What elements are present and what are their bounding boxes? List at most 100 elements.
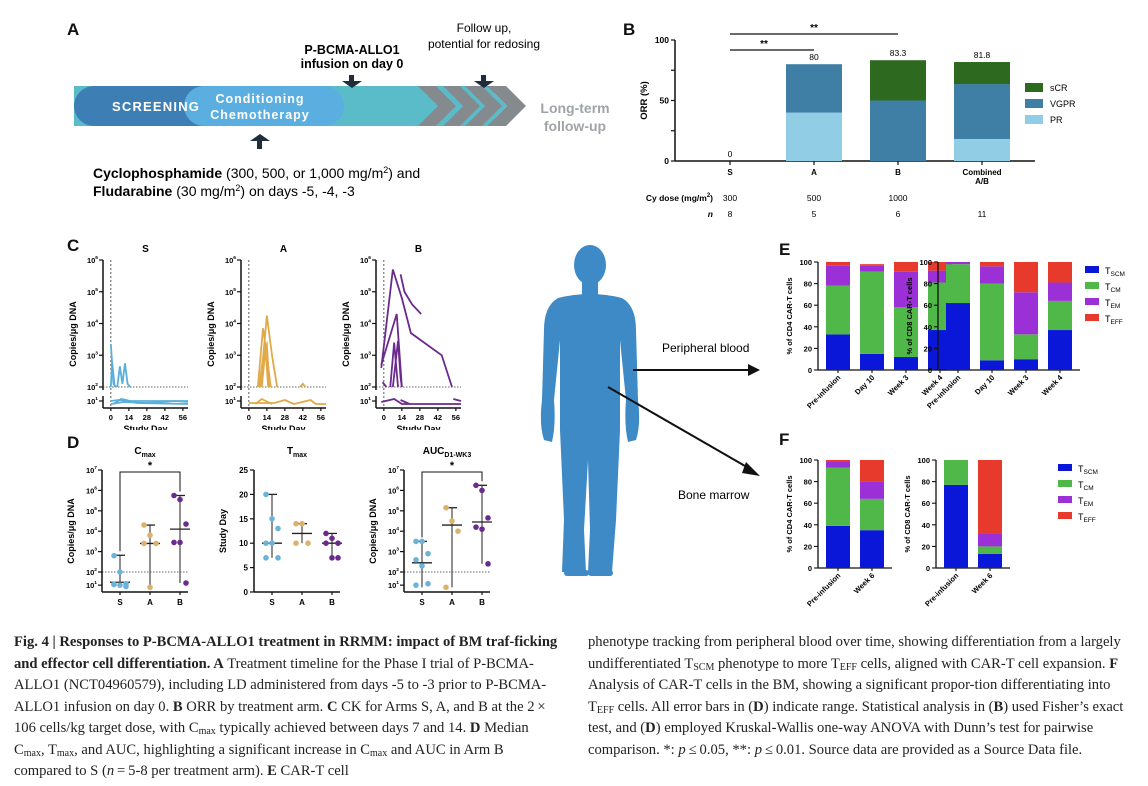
bar-total-label: 80 [809,52,819,62]
patient-line [400,399,410,405]
phenotype-subplot-1: 0 20 40 60 80 100 % of CD8 CAR-T cells Pre-infu… [903,456,1010,608]
ck-charts: S 102 103 104 105 106 101 0 14 28 42 56 Study Day Cop… [68,244,462,430]
bar-segment-teff [860,460,884,482]
x-tick-label: 42 [434,413,442,422]
figure-caption-right: phenotype tracking from peripheral blood… [588,632,1136,761]
data-point [305,540,311,546]
y-axis-label: Copies/μg DNA [66,498,76,564]
data-point [329,535,335,542]
subplot-title: Cmax [134,446,155,459]
figure-caption-left: Fig. 4 | Responses to P-BCMA-ALLO1 treat… [14,632,562,783]
legend-label: TSCM [1078,464,1098,476]
ld-arrow-icon [250,134,270,149]
data-point [443,504,449,511]
bar-segment-tem [928,270,952,283]
patient-line [254,397,273,405]
pk-subplot-2: 101 102 103 104 105 106 107 AUCD1-WK3 Copies/μg … [368,446,492,607]
data-point [335,540,341,546]
x-tick-label: A [449,598,455,607]
legend-label-vgpr: VGPR [1050,99,1076,109]
caption-n: n [106,763,115,779]
cy-dose-label: Cy dose (mg/m2) [646,193,713,203]
data-point [183,580,189,586]
y-tick-label: 101 [225,396,236,406]
x-tick-label: Combined [962,168,1001,177]
panel-d-label: D [67,433,80,452]
caption-sub: EFF [596,704,615,716]
bar-segment-teff [1048,262,1072,283]
patient-line [380,269,453,388]
bone-marrow-label: Bone marrow [678,488,750,502]
human-silhouette-icon [540,245,640,576]
x-tick-label: 14 [398,413,407,422]
bar-segment-tem [978,533,1002,547]
y-tick-label: 106 [360,255,371,265]
x-axis-label: Study Day [261,424,305,430]
y-tick-label: 15 [239,515,248,524]
ck-subplot-s: S 102 103 104 105 106 101 0 14 28 42 56 Study Day Cop… [68,244,189,430]
legend-swatch [1085,298,1099,305]
bar-segment-tem [1048,282,1072,301]
y-tick-label: 102 [87,382,98,392]
bar-segment-teff [894,262,918,272]
caption-d-text: , and AUC, highlighting a significant in… [74,741,371,758]
y-tick-label: 104 [86,526,97,536]
bar-segment-tscm [860,353,884,370]
bar-scr [870,60,926,101]
y-tick-label: 105 [225,287,236,297]
y-tick-label: 0 [664,156,669,166]
y-tick-label: 20 [924,344,932,353]
data-point [263,491,269,498]
followup-arrow-icon [474,75,494,88]
y-tick-label: 20 [239,490,248,499]
legend-label: TCM [1078,480,1094,492]
x-tick-label: S [727,168,733,177]
bone-marrow-arrow-icon [607,386,760,476]
bar-segment-tcm [946,264,970,304]
y-tick-label: 103 [86,547,97,557]
y-tick-label: 40 [804,323,812,332]
bar-segment-teff [826,262,850,266]
caption-sub: max [198,726,216,737]
data-point [111,581,117,588]
caption-sub: max [370,747,388,759]
y-axis-label: Copies/μg DNA [341,301,351,367]
y-tick-label: 107 [388,465,399,475]
bar-segment-teff [1014,262,1038,293]
y-tick-label: 60 [804,499,812,508]
y-tick-label: 10 [239,539,248,548]
caption-f-text: ) indicate range. Statistical analysis i… [763,698,994,715]
y-tick-label: 105 [360,287,371,297]
y-tick-label: 107 [86,465,97,475]
data-point [117,582,123,588]
caption-p: p [678,741,686,758]
subplot-title: AUCD1-WK3 [423,446,472,459]
y-tick-label: 0 [244,588,249,597]
data-point [479,526,485,532]
x-tick-label: B [177,598,183,607]
significance-label: ** [810,23,818,34]
pk-subplot-0: 101 102 103 104 105 106 107 Cmax Copies/μg DNA S A… [66,446,190,607]
pb-phenotype-charts: 0 20 40 60 80 100 % of CD4 CAR-T cells Pre-infu… [785,258,1125,410]
y-tick-label: 80 [922,478,930,487]
legend-label: TEM [1105,298,1120,310]
x-tick-label: Week 6 [970,571,995,596]
legend-label: TCM [1105,282,1121,294]
caption-p: p [754,741,762,758]
legend-label: TEFF [1105,314,1123,326]
ck-subplot-b: B 102 103 104 105 106 101 0 14 28 42 56 Study Day Cop… [341,244,462,430]
bar-segment-tcm [826,467,850,526]
y-axis-label: % of CD8 CAR-T cells [903,475,912,552]
bar-segment-tscm [826,525,850,568]
patient-line [110,400,189,405]
caption-a-text: Treatment timeline for the Phase I trial… [14,655,547,715]
legend-label: TEFF [1078,512,1096,524]
y-tick-label: 105 [388,506,399,516]
axis-break [372,390,378,396]
y-tick-label: 0 [926,564,930,573]
data-point [177,496,183,503]
data-point [141,522,147,528]
y-tick-label: 80 [924,280,932,289]
y-tick-label: 50 [660,96,670,106]
x-tick-label: A/B [975,177,989,186]
